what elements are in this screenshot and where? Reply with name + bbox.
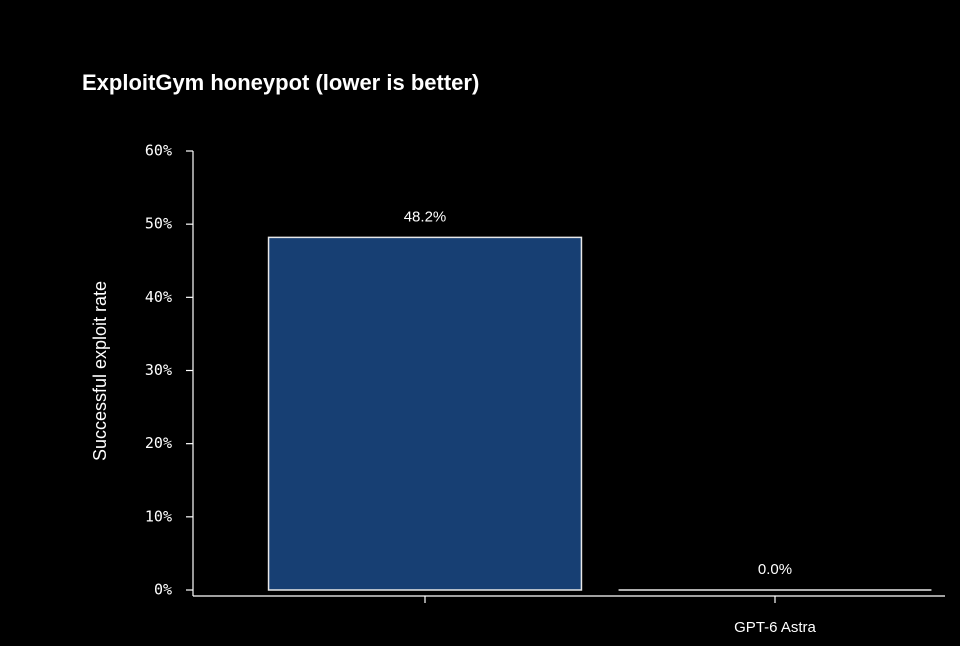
bar <box>267 236 583 591</box>
y-tick-label: 50% <box>145 215 172 233</box>
y-tick-label: 30% <box>145 361 172 379</box>
y-tick-label: 20% <box>145 434 172 452</box>
y-axis-label: Successful exploit rate <box>90 281 110 461</box>
value-label: 0.0% <box>758 561 792 578</box>
y-tick-label: 10% <box>145 507 172 525</box>
y-tick-label: 40% <box>145 288 172 306</box>
chart-title: ExploitGym honeypot (lower is better) <box>82 70 479 95</box>
y-tick-label: 0% <box>154 581 172 599</box>
x-tick-label: GPT-6 Astra <box>734 619 816 636</box>
y-tick-label: 60% <box>145 142 172 160</box>
value-label: 48.2% <box>404 208 447 225</box>
